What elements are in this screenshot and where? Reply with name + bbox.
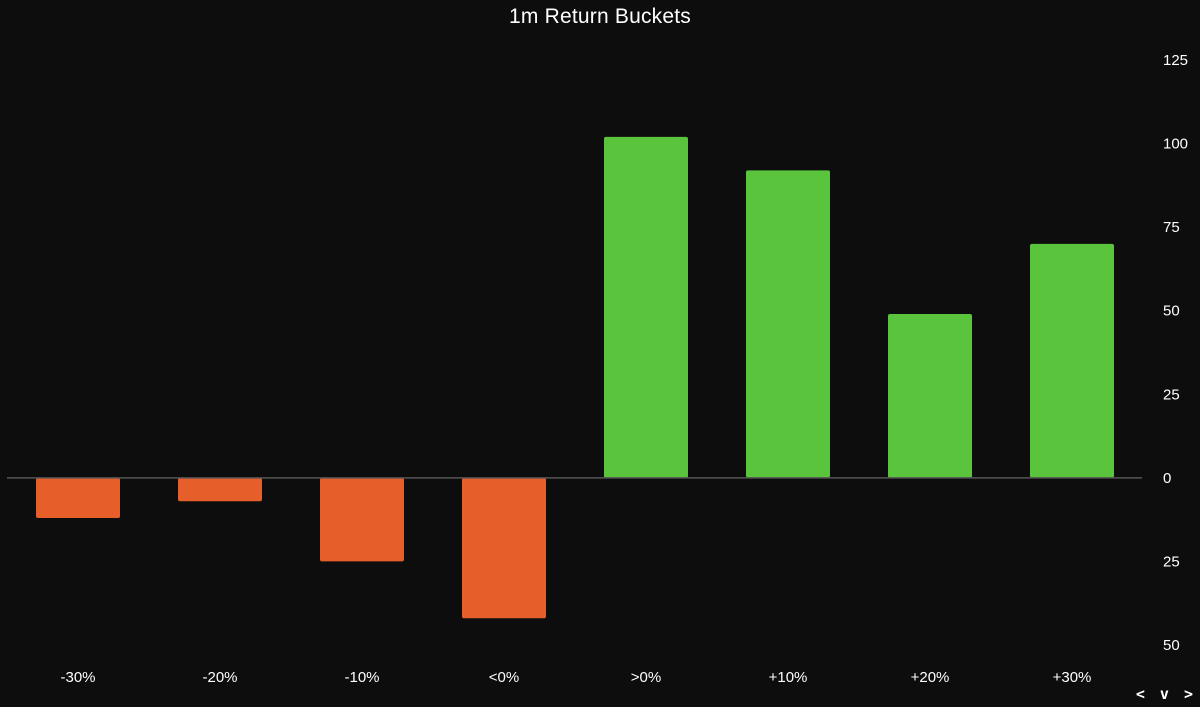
bar-3 [320, 477, 404, 562]
bar-1 [36, 477, 120, 518]
y-tick-label: 100 [1163, 136, 1188, 153]
y-tick-label: 50 [1163, 637, 1180, 654]
y-tick-label: 50 [1163, 303, 1180, 320]
bar-6 [746, 170, 830, 478]
y-tick-label: 75 [1163, 219, 1180, 236]
x-tick-label: <0% [489, 669, 519, 686]
x-tick-label: -10% [344, 669, 379, 686]
x-tick-label: -20% [202, 669, 237, 686]
x-axis-ticks: -30% -20% -10% <0% >0% +10% +20% +30% [60, 669, 1091, 686]
chart-title: 1m Return Buckets [509, 5, 691, 28]
x-tick-label: >0% [631, 669, 661, 686]
y-axis-ticks: 125 100 75 50 25 0 25 50 [1163, 52, 1188, 654]
bar-7 [888, 314, 972, 478]
bar-2 [178, 477, 262, 502]
bar-4 [462, 477, 546, 619]
bars-layer [36, 136, 1114, 619]
bar-5 [604, 136, 688, 478]
y-tick-label: 25 [1163, 553, 1180, 570]
x-tick-label: -30% [60, 669, 95, 686]
y-tick-label: 125 [1163, 52, 1188, 69]
bar-8 [1030, 243, 1114, 478]
chart-nav-controls[interactable]: < v > [1135, 685, 1196, 703]
y-tick-label: 0 [1163, 470, 1171, 487]
x-tick-label: +20% [911, 669, 950, 686]
x-tick-label: +10% [769, 669, 808, 686]
x-tick-label: +30% [1053, 669, 1092, 686]
y-tick-label: 25 [1163, 386, 1180, 403]
